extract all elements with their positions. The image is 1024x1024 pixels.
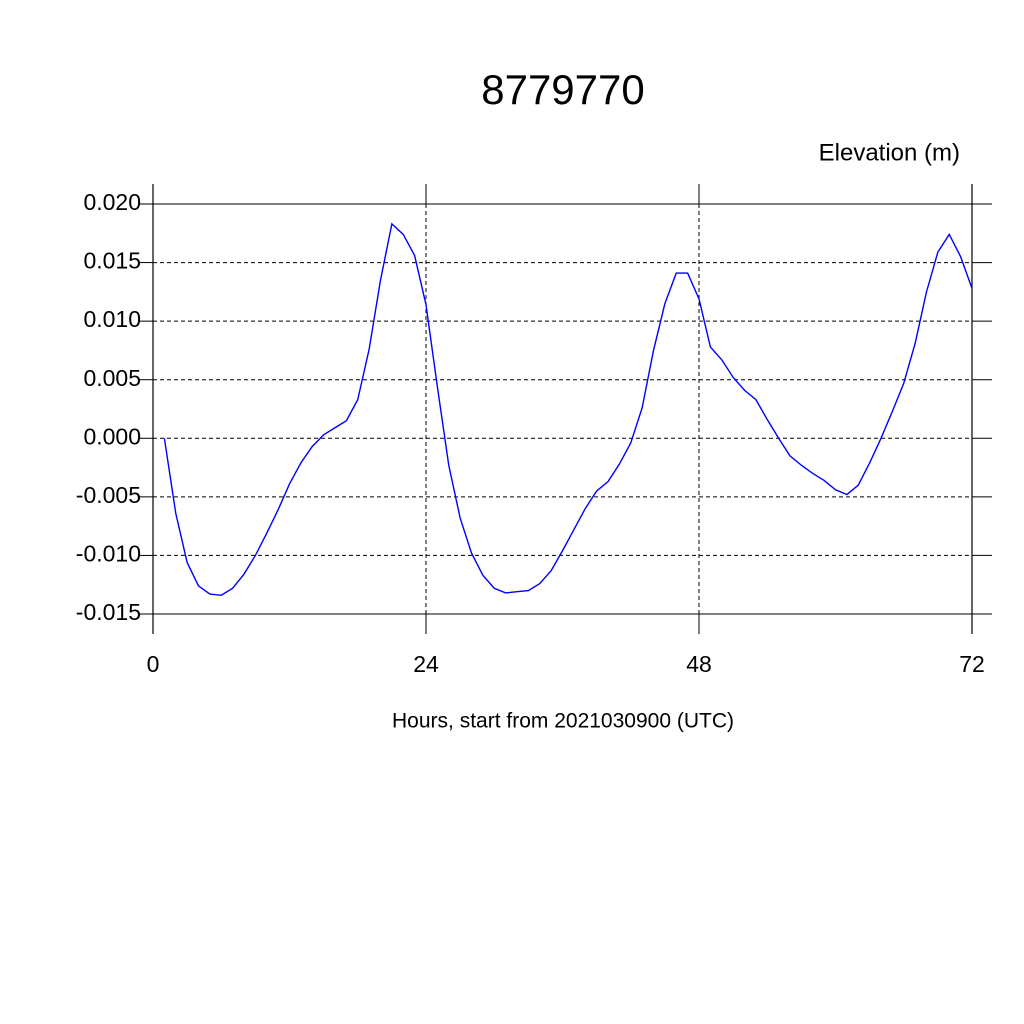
x-axis-label: Hours, start from 2021030900 (UTC) [392, 710, 734, 733]
y-tick-label: -0.005 [76, 482, 141, 508]
x-tick-label: 0 [147, 651, 160, 677]
x-tick-label: 24 [413, 651, 439, 677]
x-tick-label: 72 [959, 651, 985, 677]
chart-title: 8779770 [481, 66, 645, 113]
y-tick-label: -0.015 [76, 599, 141, 625]
y-tick-label: -0.010 [76, 541, 141, 567]
y-axis-label: Elevation (m) [819, 139, 960, 166]
y-tick-label: 0.015 [83, 248, 141, 274]
y-tick-label: 0.020 [83, 189, 141, 215]
y-tick-label: 0.010 [83, 306, 141, 332]
data-line [163, 222, 973, 596]
y-tick-label: 0.000 [83, 423, 141, 449]
x-tick-label: 48 [686, 651, 712, 677]
y-tick-label: 0.005 [83, 365, 141, 391]
